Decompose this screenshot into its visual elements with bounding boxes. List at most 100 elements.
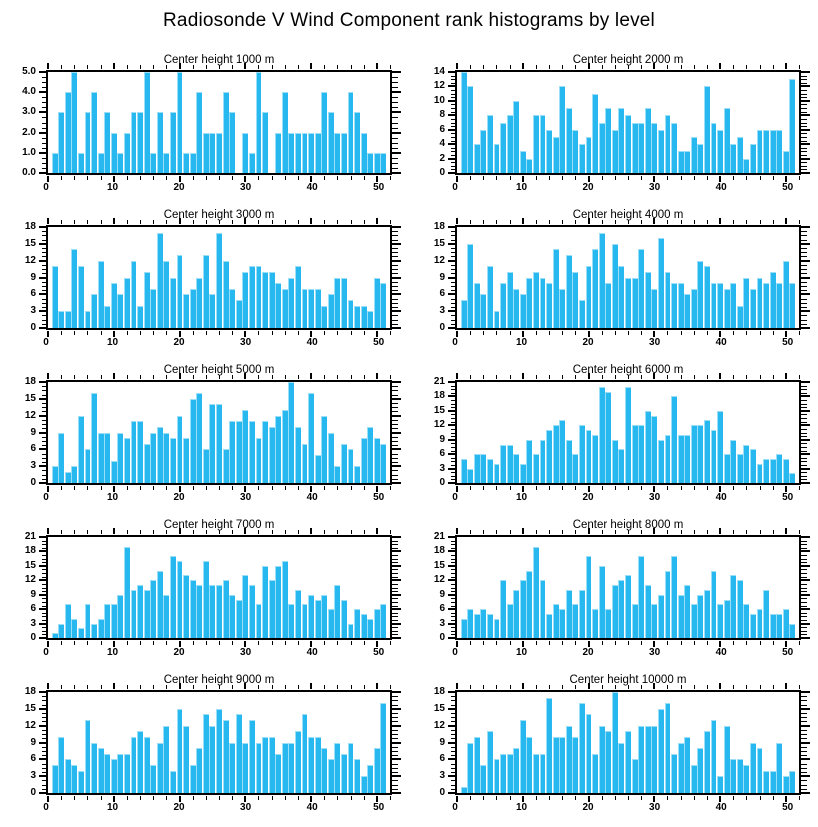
y-minor-tick xyxy=(801,151,807,153)
y-tick-label: 3 xyxy=(30,770,36,782)
x-minor-tick xyxy=(232,176,234,180)
bar xyxy=(163,260,170,328)
x-minor-tick xyxy=(192,486,194,490)
y-minor-tick xyxy=(801,558,807,560)
x-minor-tick xyxy=(100,375,102,379)
bar xyxy=(723,454,730,483)
bar xyxy=(248,266,255,328)
y-minor-tick xyxy=(42,77,46,79)
bar xyxy=(110,460,117,483)
x-major-tick xyxy=(244,176,247,182)
y-minor-tick xyxy=(42,419,46,421)
x-minor-tick xyxy=(74,641,76,645)
x-minor-tick xyxy=(284,375,286,379)
y-minor-tick xyxy=(42,252,46,254)
bars-layer xyxy=(48,72,390,173)
x-minor-tick xyxy=(641,375,643,379)
bar xyxy=(347,742,354,793)
bar xyxy=(493,759,500,793)
x-tick-label: 10 xyxy=(515,337,528,348)
y-major-tick xyxy=(39,792,46,794)
x-tick-label: 20 xyxy=(173,802,185,813)
bar xyxy=(229,288,236,328)
y-minor-tick xyxy=(392,767,398,769)
subplot-title: Center height 8000 m xyxy=(572,519,684,531)
y-minor-tick xyxy=(42,619,46,621)
bar xyxy=(196,585,203,638)
x-minor-tick xyxy=(535,530,537,534)
x-major-tick xyxy=(178,331,181,337)
x-minor-tick xyxy=(759,685,761,689)
y-minor-tick xyxy=(392,142,398,144)
x-minor-tick xyxy=(575,331,577,335)
bar xyxy=(684,294,691,328)
x-minor-tick xyxy=(759,331,761,335)
x-tick-label: 10 xyxy=(106,802,119,813)
bar xyxy=(782,776,789,793)
y-minor-tick xyxy=(42,734,46,736)
y-minor-tick xyxy=(801,162,807,164)
y-major-tick xyxy=(392,550,401,553)
x-minor-tick xyxy=(140,685,142,689)
bar xyxy=(763,458,770,483)
y-minor-tick xyxy=(451,627,455,629)
y-minor-tick xyxy=(42,97,46,99)
x-major-tick xyxy=(178,63,181,69)
y-minor-tick xyxy=(451,400,455,402)
x-minor-tick xyxy=(271,796,273,800)
bar xyxy=(690,288,697,328)
y-minor-tick xyxy=(392,717,398,719)
bar xyxy=(268,426,275,483)
x-minor-tick xyxy=(667,486,669,490)
y-minor-tick xyxy=(42,583,46,585)
bar xyxy=(91,393,97,483)
y-major-tick xyxy=(392,381,401,383)
bar xyxy=(130,589,137,638)
y-minor-tick xyxy=(451,392,455,394)
bar xyxy=(756,748,763,793)
y-minor-tick xyxy=(392,162,398,164)
x-minor-tick xyxy=(337,530,339,534)
y-minor-tick xyxy=(451,464,455,466)
bar xyxy=(71,466,78,483)
y-minor-tick xyxy=(392,746,398,748)
y-minor-tick xyxy=(451,450,455,452)
bar xyxy=(216,708,222,793)
bar xyxy=(301,714,308,793)
bar xyxy=(473,283,480,328)
y-minor-tick xyxy=(392,298,398,300)
x-tick-label: 0 xyxy=(43,492,49,503)
bar xyxy=(209,585,216,638)
x-minor-tick xyxy=(535,375,537,379)
x-minor-tick xyxy=(297,331,299,335)
y-minor-tick xyxy=(451,315,455,317)
y-major-tick xyxy=(448,467,455,470)
x-major-tick xyxy=(521,683,524,689)
y-major-tick xyxy=(448,71,455,73)
x-minor-tick xyxy=(496,331,498,335)
x-minor-tick xyxy=(614,530,616,534)
x-major-tick xyxy=(244,528,247,534)
y-major-tick xyxy=(801,724,810,727)
y-minor-tick xyxy=(42,386,46,388)
x-minor-tick xyxy=(337,331,339,335)
x-major-tick xyxy=(375,373,378,379)
y-minor-tick xyxy=(451,248,455,250)
x-minor-tick xyxy=(297,685,299,689)
y-minor-tick xyxy=(801,385,807,387)
x-minor-tick xyxy=(772,685,774,689)
y-minor-tick xyxy=(392,780,398,782)
bar xyxy=(170,277,176,328)
y-minor-tick xyxy=(392,102,398,104)
x-minor-tick xyxy=(74,685,76,689)
y-minor-tick xyxy=(392,457,398,459)
bar xyxy=(275,753,282,793)
x-major-tick xyxy=(521,331,524,337)
y-minor-tick xyxy=(451,569,455,571)
bar xyxy=(526,570,533,638)
bar xyxy=(380,152,387,173)
bar xyxy=(367,764,374,793)
y-minor-tick xyxy=(392,461,398,463)
y-major-tick xyxy=(392,622,401,625)
bar xyxy=(294,589,301,638)
